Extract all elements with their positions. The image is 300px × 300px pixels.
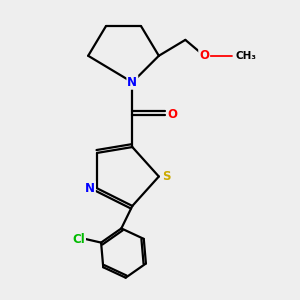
Text: S: S (162, 170, 170, 183)
Text: O: O (199, 49, 209, 62)
Text: CH₃: CH₃ (236, 51, 256, 61)
Text: N: N (127, 76, 137, 89)
Text: Cl: Cl (72, 232, 85, 246)
Text: N: N (85, 182, 95, 195)
Text: O: O (167, 108, 177, 121)
